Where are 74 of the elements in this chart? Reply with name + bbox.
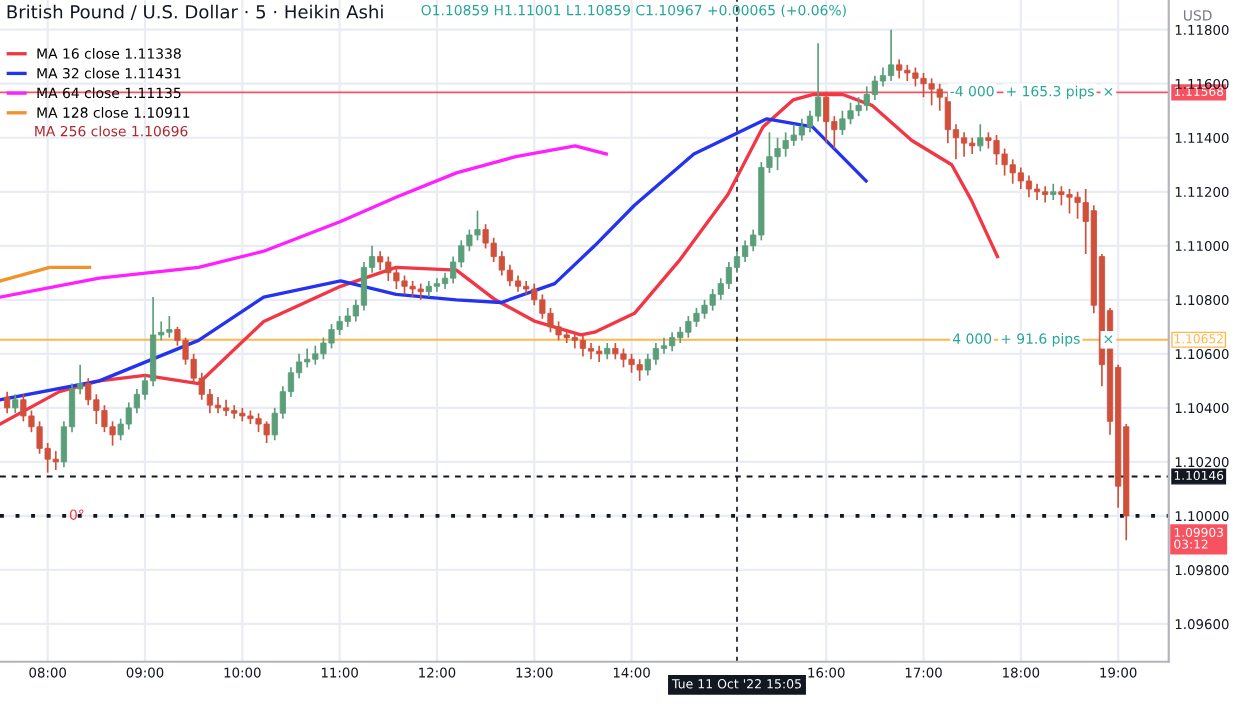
candlestick xyxy=(263,420,270,444)
candlestick xyxy=(855,96,862,117)
candlestick xyxy=(782,131,789,158)
candlestick xyxy=(20,393,27,423)
candlestick xyxy=(847,101,854,126)
candlestick xyxy=(790,123,797,147)
candlestick xyxy=(1042,185,1049,204)
candlestick xyxy=(636,358,643,382)
candlestick xyxy=(312,344,319,366)
candlestick xyxy=(701,298,708,320)
candlestick xyxy=(742,239,749,263)
candlestick xyxy=(1058,185,1065,207)
candlestick xyxy=(490,236,497,263)
candlestick xyxy=(774,136,781,172)
candlestick xyxy=(944,91,951,144)
candlestick xyxy=(385,255,392,282)
candlestick xyxy=(1066,188,1073,215)
candlestick xyxy=(685,315,692,339)
candlestick xyxy=(839,109,846,136)
candlestick xyxy=(474,209,481,242)
candlestick xyxy=(52,450,59,471)
candlestick xyxy=(531,282,538,307)
candlestick xyxy=(320,336,327,361)
candlestick xyxy=(85,377,92,406)
candlestick xyxy=(823,91,830,144)
candlestick xyxy=(993,134,1000,166)
candlestick xyxy=(871,74,878,101)
candlestick xyxy=(725,261,732,290)
candlestick xyxy=(896,58,903,80)
candlestick xyxy=(928,77,935,107)
candlestick xyxy=(304,347,311,369)
candlestick xyxy=(709,288,716,312)
candlestick xyxy=(669,331,676,352)
candlestick xyxy=(482,223,489,250)
candlestick xyxy=(1009,158,1016,185)
candlestick xyxy=(539,293,546,320)
candlestick xyxy=(652,342,659,366)
candlestick xyxy=(1025,174,1033,199)
candlestick xyxy=(1074,190,1081,220)
candlestick xyxy=(547,307,554,334)
candlestick xyxy=(344,307,351,328)
candlestick xyxy=(255,412,262,434)
candlestick xyxy=(1017,166,1024,190)
candlestick xyxy=(4,390,11,415)
candlestick xyxy=(336,315,343,336)
candlestick xyxy=(555,320,562,342)
candlestick xyxy=(101,404,108,434)
candlestick xyxy=(887,28,895,82)
candlestick xyxy=(644,353,651,377)
candlestick xyxy=(328,323,335,350)
line-series xyxy=(0,144,608,299)
candlestick xyxy=(506,263,514,288)
candlestick xyxy=(798,118,805,142)
candlestick xyxy=(579,334,587,358)
candlestick xyxy=(693,307,700,328)
candlestick xyxy=(620,347,627,369)
candlestick xyxy=(920,72,927,99)
candlestick xyxy=(150,296,157,388)
candlestick xyxy=(1001,147,1008,177)
candlestick xyxy=(879,66,887,88)
candlestick xyxy=(960,131,968,158)
candlestick xyxy=(815,42,822,123)
candlestick xyxy=(863,85,870,112)
candlestick xyxy=(977,123,984,153)
candlestick xyxy=(628,353,635,374)
candlestick xyxy=(401,274,408,296)
candlestick xyxy=(166,315,173,339)
line-series xyxy=(0,117,868,402)
candlestick xyxy=(912,66,919,88)
candlestick xyxy=(393,266,400,290)
candlestick xyxy=(36,420,43,455)
chart-title: British Pound / U.S. Dollar · 5 · Heikin Ashi xyxy=(7,4,383,21)
candlestick xyxy=(12,393,19,415)
candlestick xyxy=(360,261,368,312)
